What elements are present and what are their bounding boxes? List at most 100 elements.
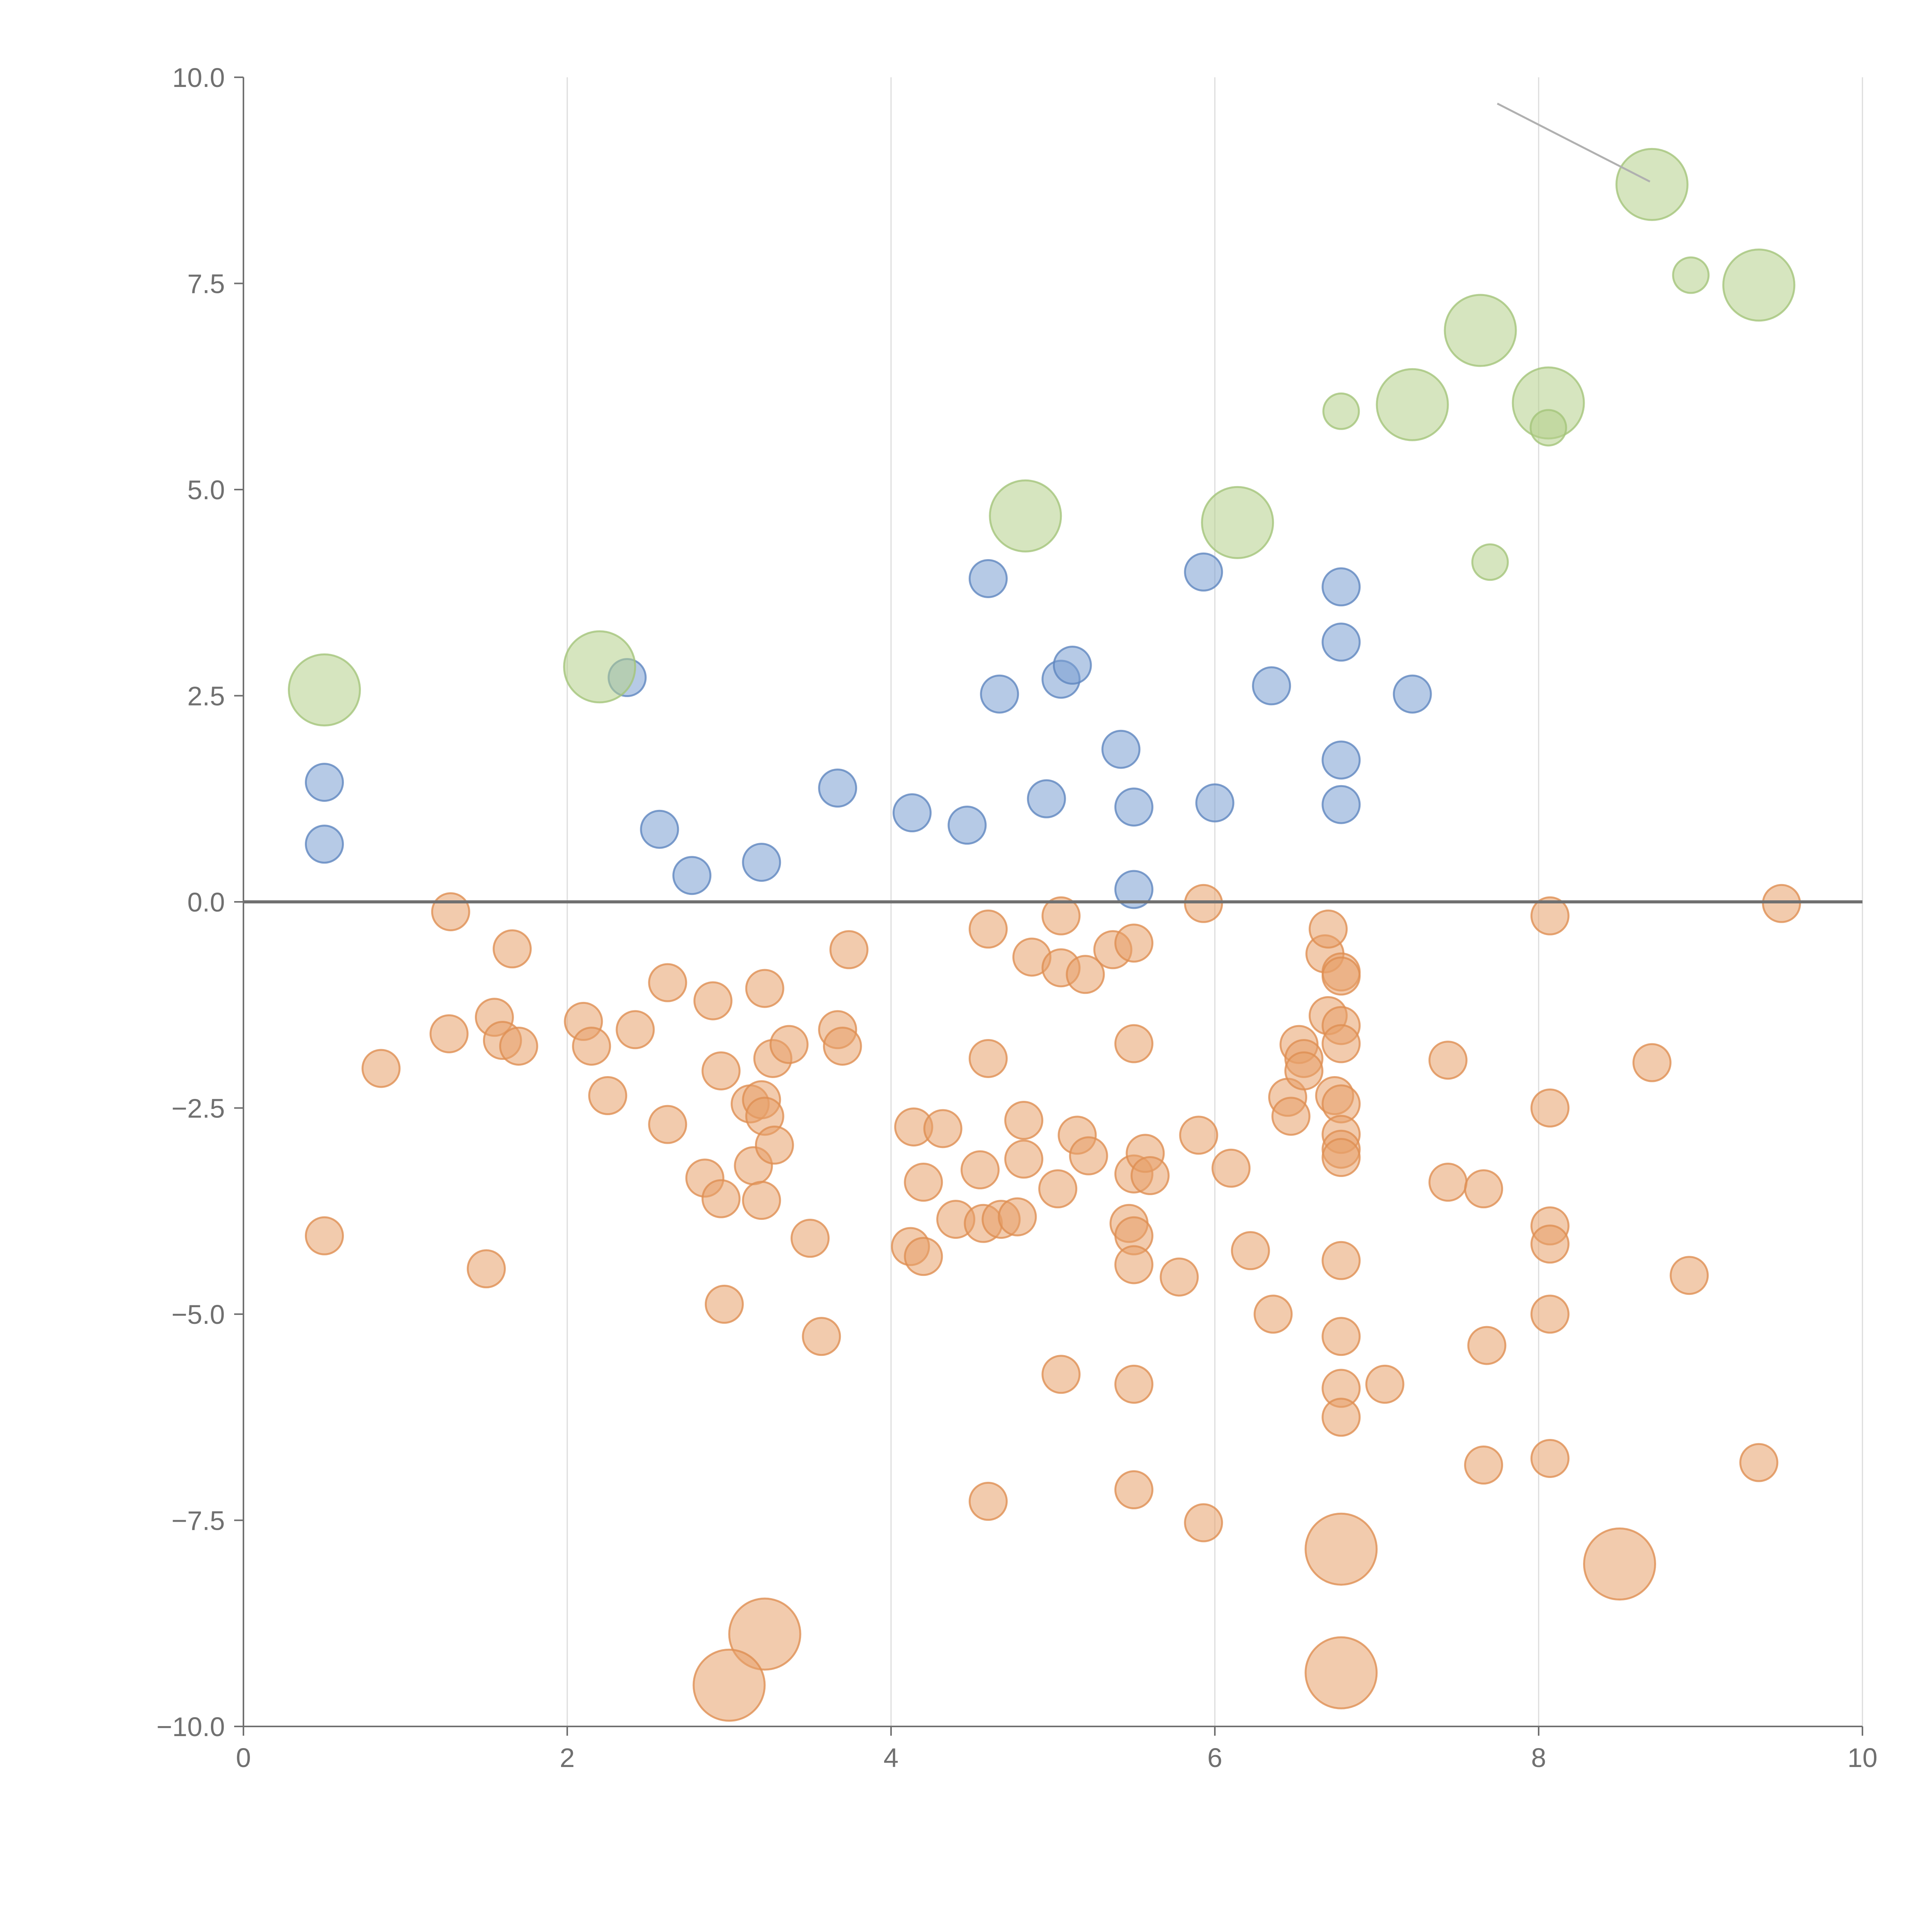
bubble-point-green[interactable] <box>563 630 636 704</box>
bubble-point-orange[interactable] <box>648 1105 687 1144</box>
bubble-point-orange[interactable] <box>1530 1225 1570 1264</box>
bubble-point-orange[interactable] <box>572 1026 611 1066</box>
bubble-point-orange[interactable] <box>305 1216 344 1255</box>
bubble-point-orange[interactable] <box>829 930 869 969</box>
bubble-point-orange[interactable] <box>1284 1051 1323 1090</box>
bubble-point-blue[interactable] <box>1321 567 1361 607</box>
bubble-point-orange[interactable] <box>1211 1148 1251 1188</box>
bubble-point-orange[interactable] <box>1321 1138 1361 1177</box>
bubble-point-green[interactable] <box>1444 294 1517 367</box>
bubble-point-orange[interactable] <box>1365 1364 1405 1404</box>
bubble-point-orange[interactable] <box>1004 1101 1044 1140</box>
bubble-point-orange[interactable] <box>431 892 470 932</box>
bubble-point-orange[interactable] <box>1114 1470 1153 1510</box>
bubble-point-orange[interactable] <box>1762 884 1801 923</box>
bubble-point-blue[interactable] <box>1195 783 1235 823</box>
bubble-point-orange[interactable] <box>1321 1317 1361 1356</box>
bubble-point-orange[interactable] <box>904 1237 943 1276</box>
bubble-point-orange[interactable] <box>1428 1041 1468 1080</box>
bubble-point-orange[interactable] <box>1271 1097 1311 1136</box>
bubble-point-orange[interactable] <box>791 1219 830 1258</box>
bubble-point-orange[interactable] <box>1114 1024 1153 1063</box>
bubble-point-orange[interactable] <box>1041 896 1081 935</box>
bubble-point-orange[interactable] <box>1184 884 1223 923</box>
bubble-point-orange[interactable] <box>1253 1294 1293 1334</box>
bubble-point-orange[interactable] <box>616 1010 655 1049</box>
bubble-point-orange[interactable] <box>1467 1326 1507 1365</box>
bubble-point-blue[interactable] <box>1321 740 1361 780</box>
bubble-point-orange[interactable] <box>493 929 532 969</box>
bubble-point-orange[interactable] <box>361 1049 401 1088</box>
bubble-point-orange[interactable] <box>1130 1156 1170 1195</box>
bubble-point-orange[interactable] <box>499 1026 538 1066</box>
bubble-point-orange[interactable] <box>1321 1398 1361 1437</box>
bubble-point-green[interactable] <box>1529 409 1567 447</box>
bubble-point-blue[interactable] <box>947 806 987 845</box>
bubble-point-orange[interactable] <box>704 1284 744 1324</box>
bubble-point-orange[interactable] <box>648 963 687 1002</box>
bubble-point-orange[interactable] <box>1114 923 1153 963</box>
bubble-point-orange[interactable] <box>823 1026 862 1066</box>
bubble-point-orange[interactable] <box>1304 1512 1378 1586</box>
bubble-point-blue[interactable] <box>742 843 781 882</box>
bubble-point-blue[interactable] <box>1053 646 1092 685</box>
bubble-point-green[interactable] <box>1722 248 1796 322</box>
bubble-point-blue[interactable] <box>305 825 344 864</box>
bubble-point-orange[interactable] <box>701 1051 741 1090</box>
bubble-point-orange[interactable] <box>429 1014 469 1053</box>
bubble-point-orange[interactable] <box>1321 1024 1361 1063</box>
bubble-point-orange[interactable] <box>769 1025 809 1064</box>
bubble-point-orange[interactable] <box>692 1648 766 1722</box>
bubble-point-orange[interactable] <box>968 1481 1008 1521</box>
bubble-point-blue[interactable] <box>640 810 679 849</box>
bubble-point-blue[interactable] <box>1321 785 1361 824</box>
bubble-point-blue[interactable] <box>305 763 344 802</box>
bubble-point-orange[interactable] <box>755 1126 794 1165</box>
bubble-point-blue[interactable] <box>1027 779 1066 818</box>
bubble-point-orange[interactable] <box>1428 1163 1468 1202</box>
bubble-point-orange[interactable] <box>1464 1169 1503 1209</box>
bubble-point-orange[interactable] <box>1530 1439 1570 1478</box>
bubble-point-blue[interactable] <box>1114 870 1153 909</box>
bubble-point-blue[interactable] <box>1101 730 1141 769</box>
bubble-point-orange[interactable] <box>1114 1245 1153 1284</box>
bubble-point-orange[interactable] <box>1739 1443 1779 1482</box>
bubble-point-orange[interactable] <box>1114 1364 1153 1404</box>
bubble-point-orange[interactable] <box>1670 1256 1709 1295</box>
bubble-point-orange[interactable] <box>923 1109 963 1148</box>
bubble-point-orange[interactable] <box>1184 1503 1223 1543</box>
bubble-point-orange[interactable] <box>1231 1231 1270 1270</box>
bubble-point-orange[interactable] <box>1583 1527 1656 1601</box>
bubble-point-green[interactable] <box>288 653 361 727</box>
bubble-point-blue[interactable] <box>980 674 1019 714</box>
bubble-point-orange[interactable] <box>904 1163 943 1202</box>
bubble-point-orange[interactable] <box>1179 1116 1218 1155</box>
bubble-point-blue[interactable] <box>818 769 857 808</box>
bubble-point-orange[interactable] <box>968 909 1008 949</box>
bubble-point-green[interactable] <box>989 479 1062 553</box>
bubble-point-green[interactable] <box>1672 256 1710 294</box>
bubble-point-green[interactable] <box>1322 392 1360 430</box>
bubble-point-orange[interactable] <box>1066 955 1105 994</box>
bubble-point-blue[interactable] <box>968 559 1008 598</box>
bubble-point-blue[interactable] <box>1184 552 1223 592</box>
bubble-point-blue[interactable] <box>1393 674 1432 714</box>
bubble-point-green[interactable] <box>1201 486 1274 559</box>
bubble-point-orange[interactable] <box>588 1076 628 1115</box>
bubble-point-orange[interactable] <box>745 969 784 1008</box>
bubble-point-orange[interactable] <box>701 1179 741 1218</box>
bubble-point-orange[interactable] <box>1530 896 1570 935</box>
bubble-point-orange[interactable] <box>728 1597 801 1671</box>
bubble-point-green[interactable] <box>1376 368 1449 441</box>
bubble-point-orange[interactable] <box>1321 1241 1361 1280</box>
bubble-point-blue[interactable] <box>892 793 932 833</box>
bubble-point-blue[interactable] <box>1321 622 1361 662</box>
bubble-point-orange[interactable] <box>968 1039 1008 1078</box>
bubble-point-blue[interactable] <box>1114 787 1153 827</box>
bubble-point-orange[interactable] <box>467 1249 506 1289</box>
bubble-point-orange[interactable] <box>742 1181 781 1220</box>
bubble-point-orange[interactable] <box>802 1317 841 1356</box>
bubble-point-orange[interactable] <box>1530 1294 1570 1334</box>
bubble-point-blue[interactable] <box>1252 666 1291 706</box>
bubble-point-orange[interactable] <box>1632 1043 1672 1082</box>
